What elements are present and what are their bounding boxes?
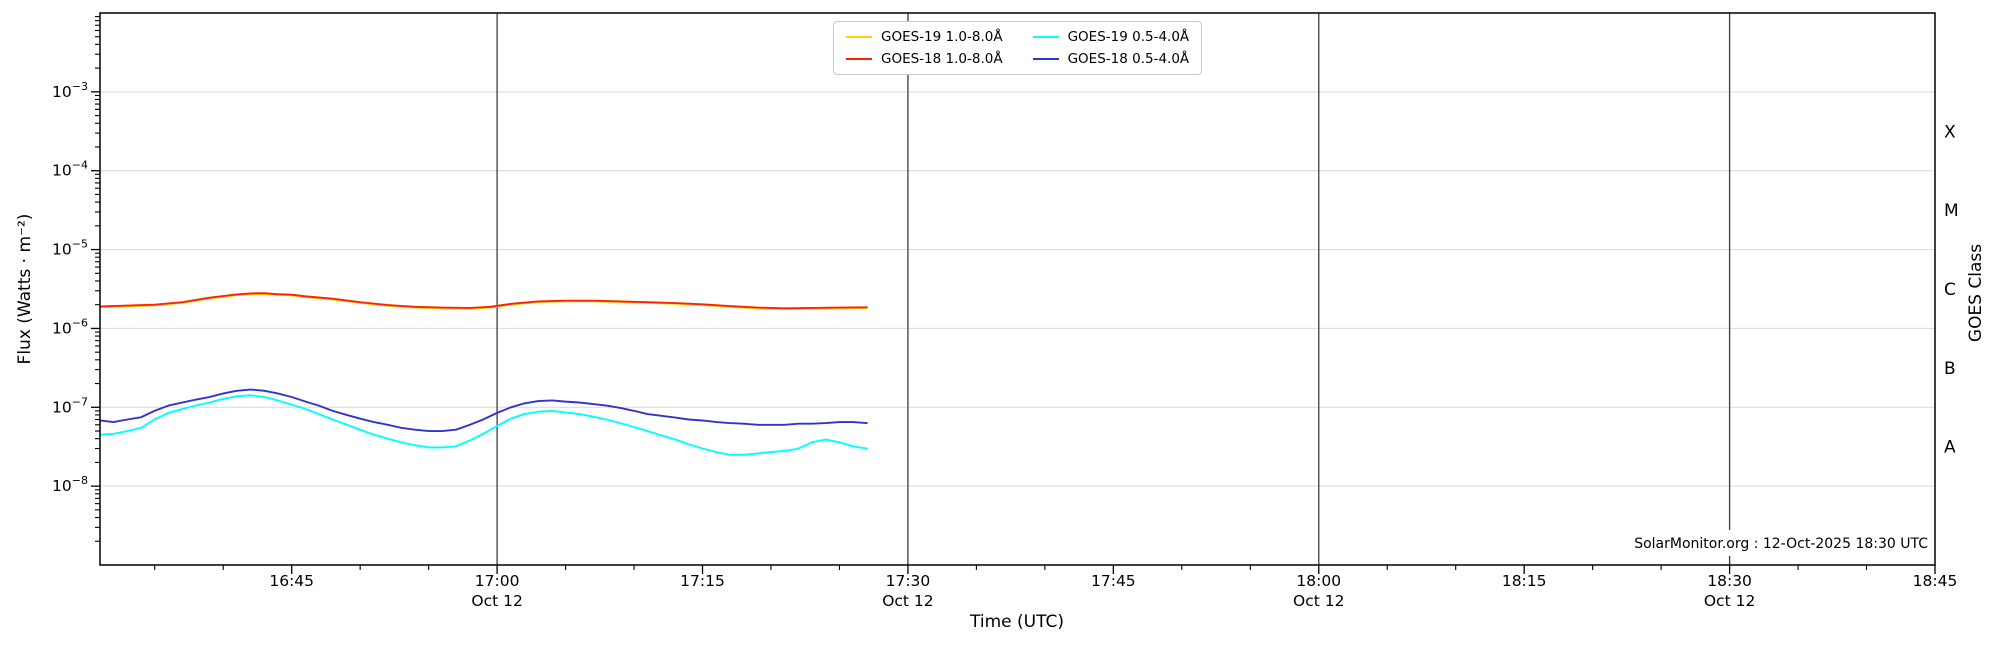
legend-item-goes18-short: GOES-18 0.5-4.0Å — [1032, 50, 1190, 68]
x-tick-label: 18:00 — [1296, 572, 1341, 590]
legend: GOES-19 1.0-8.0Å GOES-18 1.0-8.0Å GOES-1… — [833, 21, 1203, 75]
y-tick-label: 10−7 — [52, 395, 88, 416]
x-tick-sublabel: Oct 12 — [1293, 592, 1344, 610]
legend-item-goes19-short: GOES-19 0.5-4.0Å — [1032, 28, 1190, 46]
x-tick-sublabel: Oct 12 — [1704, 592, 1755, 610]
x-tick-label: 16:45 — [269, 572, 314, 590]
legend-label-goes19-long: GOES-19 1.0-8.0Å — [881, 29, 1003, 45]
goes-class-letter: B — [1944, 359, 1956, 379]
y-tick-label: 10−4 — [52, 159, 88, 180]
plot-border — [99, 12, 1936, 566]
legend-swatch-goes19-short-icon — [1032, 36, 1059, 38]
legend-item-goes19-long: GOES-19 1.0-8.0Å — [846, 28, 1003, 46]
y-tick-label: 10−3 — [52, 80, 88, 101]
y-axis-label-left: Flux (Watts · m⁻²) — [15, 213, 35, 365]
goes-class-letter: X — [1944, 122, 1956, 142]
watermark-text: SolarMonitor.org : 12-Oct-2025 18:30 UTC — [1634, 536, 1928, 552]
x-tick-sublabel: Oct 12 — [471, 592, 522, 610]
legend-swatch-goes18-long-icon — [846, 58, 872, 60]
y-tick-label: 10−6 — [52, 316, 88, 337]
goes-class-letter: C — [1944, 280, 1956, 300]
x-tick-label: 17:00 — [475, 572, 520, 590]
goes-class-letter: M — [1944, 201, 1959, 221]
legend-label-goes18-short: GOES-18 0.5-4.0Å — [1067, 51, 1190, 67]
x-tick-label: 18:45 — [1913, 572, 1958, 590]
x-tick-sublabel: Oct 12 — [882, 592, 933, 610]
x-tick-label: 17:15 — [680, 572, 725, 590]
series-line-2 — [99, 394, 868, 456]
x-axis-label: Time (UTC) — [970, 612, 1064, 632]
series-line-3 — [99, 388, 868, 432]
x-tick-label: 18:15 — [1502, 572, 1547, 590]
watermark-backing — [1572, 530, 1934, 556]
goes-class-letter: A — [1944, 438, 1956, 458]
y-tick-label: 10−8 — [52, 474, 88, 495]
y-tick-label: 10−5 — [52, 238, 88, 259]
x-tick-label: 17:45 — [1091, 572, 1136, 590]
legend-item-goes18-long: GOES-18 1.0-8.0Å — [846, 50, 1003, 68]
y-axis-label-right: GOES Class — [1966, 243, 1986, 343]
x-tick-label: 17:30 — [886, 572, 931, 590]
legend-label-goes18-long: GOES-18 1.0-8.0Å — [881, 51, 1003, 67]
legend-swatch-goes18-short-icon — [1032, 58, 1059, 60]
legend-swatch-goes19-long-icon — [846, 36, 872, 38]
series-line-1 — [99, 292, 868, 310]
x-tick-label: 18:30 — [1707, 572, 1752, 590]
legend-label-goes19-short: GOES-19 0.5-4.0Å — [1067, 29, 1190, 45]
